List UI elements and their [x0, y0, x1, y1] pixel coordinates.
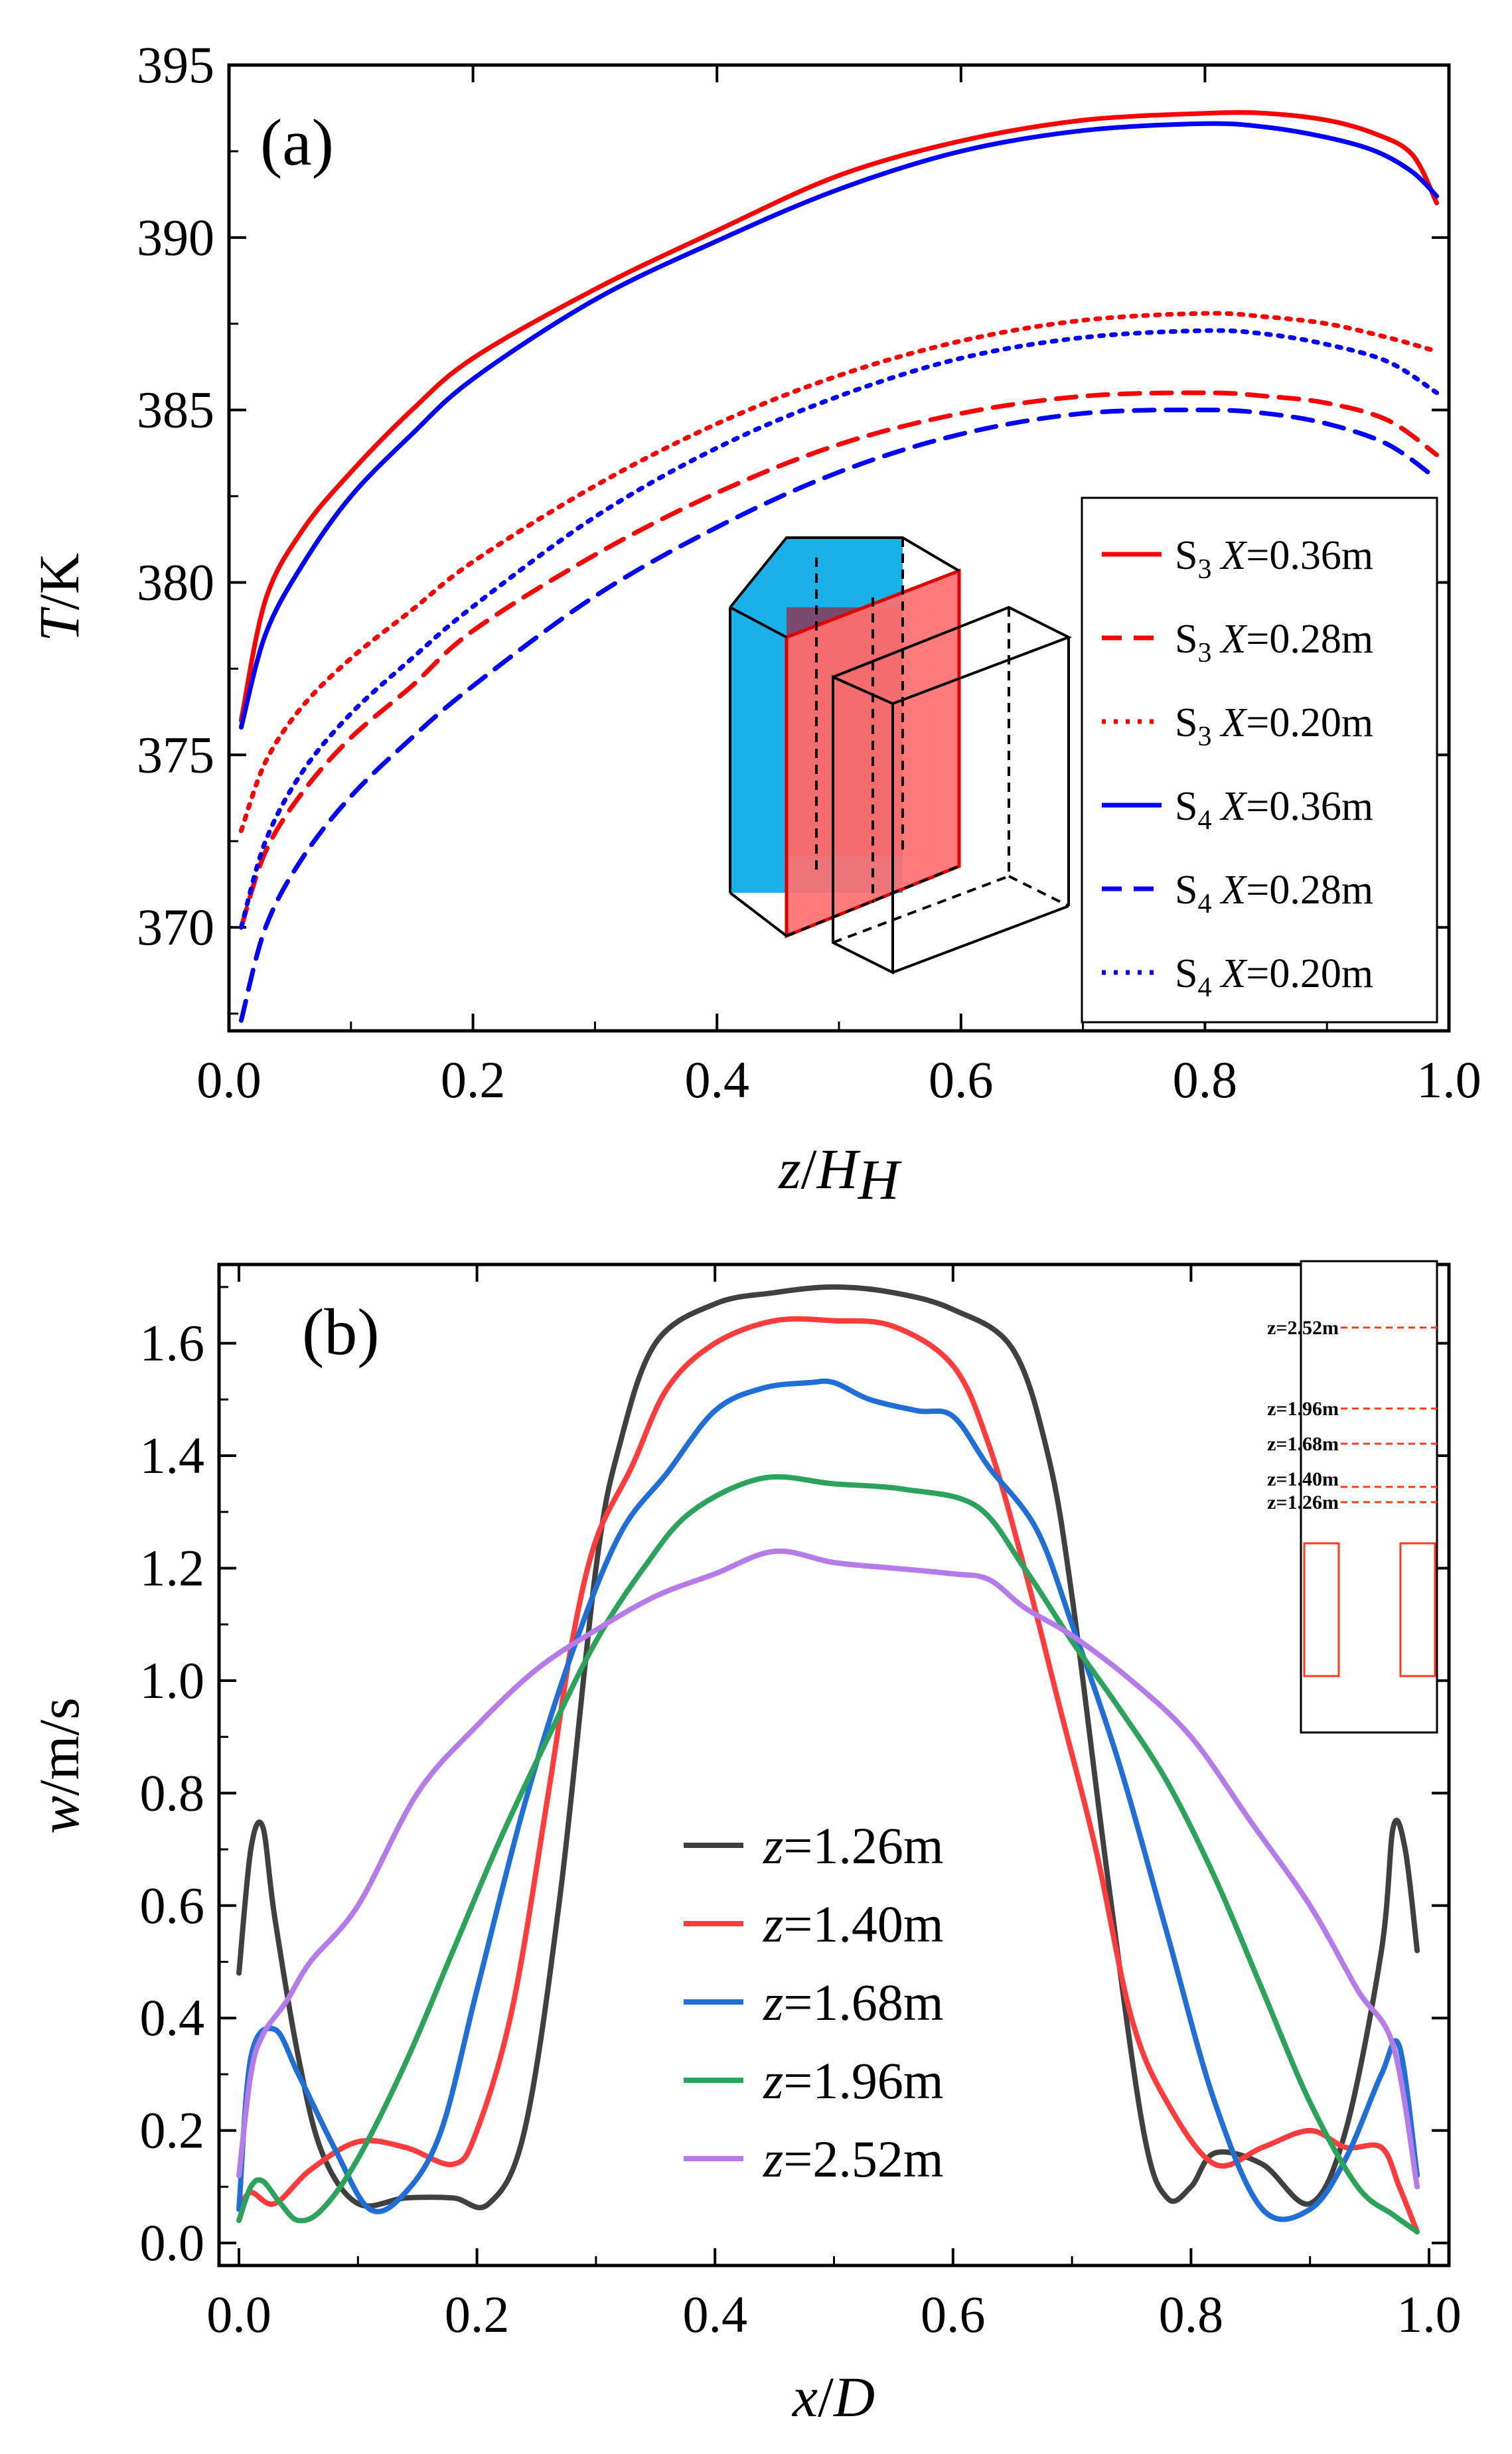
chart-b: 0.0 0.2 0.4 0.6 0.8 1.0 1.2 1.4 1.6 0.0 0.2 0.4 0.6…	[27, 1260, 1462, 2429]
y-axis-label-a: T/K	[27, 553, 91, 642]
legend-entry-a: S3 X=0.28m	[1175, 617, 1373, 668]
panel-label-b: (b)	[302, 1295, 380, 1369]
y-tick-label-a: 375	[137, 726, 214, 783]
series-line-a	[238, 328, 1440, 930]
y-tick-label-b: 1.2	[140, 1539, 205, 1596]
series-line-a	[238, 311, 1440, 834]
x-tick-label-a: 1.0	[1416, 1051, 1481, 1109]
x-tick-label-a: 0.4	[684, 1051, 749, 1109]
y-tick-label-a: 370	[137, 898, 214, 956]
series-line-b	[236, 1474, 1420, 2235]
y-tick-label-b: 0.2	[140, 2102, 205, 2159]
x-tick-label-b: 0.8	[1159, 2285, 1224, 2343]
y-tick-label-a: 390	[137, 208, 214, 266]
y-tick-label-b: 1.0	[140, 1651, 205, 1709]
x-tick-label-b: 0.6	[921, 2285, 986, 2343]
inset-height-label: z=1.40m	[1267, 1468, 1339, 1490]
series-line-a	[238, 390, 1440, 930]
panel-label-a: (a)	[260, 106, 334, 179]
series-line-a	[238, 121, 1440, 730]
y-tick-label-a: 380	[137, 553, 214, 611]
y-tick-label-b: 0.0	[140, 2214, 205, 2271]
inset-outline-front-top	[729, 606, 787, 639]
plot-frame-b	[217, 1263, 1451, 2267]
inset-red-face	[785, 568, 961, 939]
legend-entry-b: z=1.40m	[763, 1895, 944, 1953]
x-axis-label-b: x/D	[791, 2365, 875, 2429]
inset-second-box-bottom	[892, 905, 1069, 974]
inset-height-label: z=1.68m	[1267, 1433, 1339, 1455]
inset-outline-back	[729, 536, 960, 609]
y-ticks-a: 370 375 380 385 390 395	[137, 36, 1449, 1015]
inset-box-schematic	[729, 536, 1072, 975]
inset-height-label: z=1.96m	[1267, 1398, 1339, 1420]
series-group-a	[238, 110, 1440, 1023]
y-tick-label-a: 395	[137, 36, 214, 94]
series-line-a	[238, 408, 1440, 1023]
legend-entry-b: z=1.96m	[763, 2052, 944, 2109]
legend-entry-a: S3 X=0.20m	[1175, 700, 1373, 752]
x-axis-label-a: z/HH	[778, 1137, 901, 1211]
x-tick-label-b: 0.4	[682, 2285, 747, 2343]
y-tick-label-a: 385	[137, 381, 214, 439]
y-tick-label-b: 0.4	[140, 1989, 205, 2046]
series-line-b	[236, 1548, 1420, 2190]
x-tick-label-a: 0.2	[441, 1051, 506, 1109]
legend-entry-a: S4 X=0.36m	[1175, 784, 1373, 836]
x-tick-label-b: 0.2	[445, 2285, 510, 2343]
series-line-a	[238, 110, 1440, 723]
y-tick-label-b: 0.6	[140, 1877, 205, 1934]
inset-height-label: z=1.26m	[1267, 1492, 1339, 1513]
chart-a: 370 375 380 385 390 395 0.0 0.2 0.4 0.6 0.8 1.0 (a…	[27, 36, 1481, 1211]
inset-second-dashed-3	[1008, 875, 1069, 907]
x-ticks-a: 0.0 0.2 0.4 0.6 0.8 1.0	[196, 65, 1481, 1109]
y-tick-label-b: 0.8	[140, 1764, 205, 1821]
legend-box-a	[1081, 497, 1438, 1024]
x-tick-label-b: 1.0	[1397, 2285, 1462, 2343]
inset-frame-b	[1300, 1260, 1438, 1734]
y-tick-label-b: 1.4	[140, 1426, 205, 1484]
legend-a: S3 X=0.36m S3 X=0.28m S3 X=0.20m S4 X=0.36m S4 X=…	[1081, 497, 1438, 1024]
legend-entry-b: z=1.26m	[763, 1817, 944, 1875]
x-tick-label-a: 0.8	[1173, 1051, 1238, 1109]
legend-b: z=1.26m z=1.40m z=1.68m z=1.96m z=2.52m	[684, 1817, 944, 2188]
y-axis-label-b: w/m/s	[27, 1697, 91, 1834]
y-ticks-b: 0.0 0.2 0.4 0.6 0.8 1.0 1.2 1.4 1.6	[140, 1286, 1449, 2271]
x-tick-label-a: 0.0	[196, 1051, 262, 1109]
inset-left-block	[1303, 1542, 1340, 1677]
legend-entry-b: z=2.52m	[763, 2130, 944, 2188]
inset-outline-bottom	[729, 891, 788, 937]
legend-entry-a: S4 X=0.20m	[1175, 951, 1373, 1003]
x-tick-label-b: 0.0	[206, 2285, 271, 2343]
series-group-b	[236, 1284, 1420, 2235]
series-line-b	[236, 1378, 1420, 2222]
x-tick-label-a: 0.6	[929, 1051, 994, 1109]
legend-entry-b: z=1.68m	[763, 1973, 944, 2031]
legend-entry-a: S4 X=0.28m	[1175, 868, 1373, 919]
y-tick-label-b: 1.6	[140, 1314, 205, 1372]
inset-height-label: z=2.52m	[1267, 1317, 1339, 1339]
inset-right-block	[1399, 1542, 1436, 1677]
x-ticks-b: 0.0 0.2 0.4 0.6 0.8 1.0	[206, 1265, 1462, 2343]
legend-entry-a: S3 X=0.36m	[1175, 533, 1373, 585]
series-line-b	[236, 1316, 1420, 2235]
series-line-b	[236, 1284, 1420, 2210]
inset-second-box-top	[832, 605, 1072, 705]
